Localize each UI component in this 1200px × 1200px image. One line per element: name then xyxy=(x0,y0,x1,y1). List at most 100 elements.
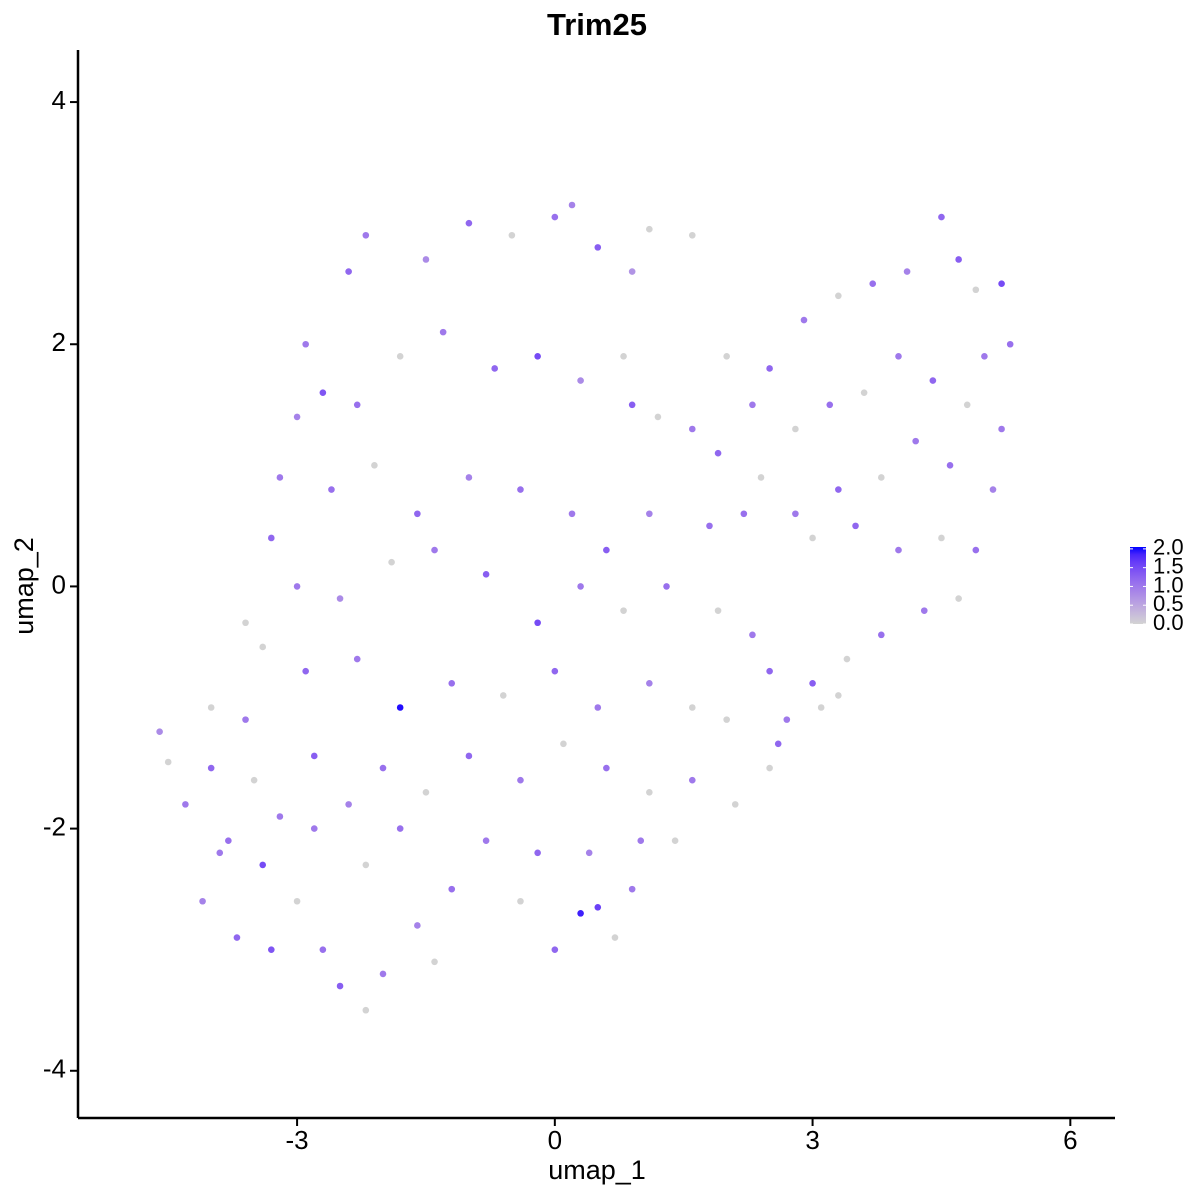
point xyxy=(946,462,954,469)
point xyxy=(499,692,507,699)
point xyxy=(989,486,997,493)
point xyxy=(336,982,344,990)
chart-title: Trim25 xyxy=(547,7,647,42)
point xyxy=(878,474,885,481)
point xyxy=(568,510,576,518)
point xyxy=(577,910,584,917)
point xyxy=(663,583,670,590)
point xyxy=(594,704,602,711)
point xyxy=(225,837,232,845)
point xyxy=(517,776,524,784)
point xyxy=(620,607,627,614)
point xyxy=(345,268,352,275)
point xyxy=(628,401,636,409)
point xyxy=(551,946,559,953)
point xyxy=(800,316,808,324)
point xyxy=(250,776,258,784)
point xyxy=(534,353,541,360)
point xyxy=(362,1006,370,1014)
point xyxy=(216,849,224,857)
point xyxy=(517,897,524,905)
point xyxy=(482,837,490,845)
point xyxy=(388,558,395,566)
point xyxy=(611,934,619,941)
point xyxy=(740,510,748,518)
point xyxy=(302,340,309,348)
point xyxy=(328,486,335,493)
point xyxy=(860,389,868,396)
point xyxy=(688,704,696,711)
point xyxy=(646,225,653,233)
y-tick-label: -2 xyxy=(43,811,66,841)
colorbar-label: 1.0 xyxy=(1153,572,1184,597)
point xyxy=(972,546,980,554)
point xyxy=(766,365,773,372)
point xyxy=(431,958,438,966)
point xyxy=(783,716,791,723)
y-tick-label: -4 xyxy=(43,1054,66,1084)
point xyxy=(465,474,473,481)
point xyxy=(723,716,730,723)
point xyxy=(1006,340,1014,348)
point xyxy=(422,256,430,263)
colorbar-label: 0.5 xyxy=(1153,591,1184,616)
colorbar xyxy=(1130,547,1146,624)
point xyxy=(646,679,653,687)
point xyxy=(577,377,584,384)
point xyxy=(268,946,275,953)
point xyxy=(448,679,456,687)
x-tick-label: 3 xyxy=(805,1125,819,1155)
y-tick-label: 2 xyxy=(52,327,66,357)
point xyxy=(688,425,696,433)
point xyxy=(835,486,842,493)
point xyxy=(319,946,327,953)
point xyxy=(414,510,421,518)
point xyxy=(276,474,284,481)
point xyxy=(310,825,318,832)
point xyxy=(809,679,816,687)
point xyxy=(912,437,919,445)
point xyxy=(396,704,404,711)
point xyxy=(749,631,756,639)
point xyxy=(792,510,799,518)
point xyxy=(920,607,928,614)
point xyxy=(826,401,834,409)
point xyxy=(293,897,301,905)
point xyxy=(465,219,473,227)
point xyxy=(517,486,524,493)
point xyxy=(379,764,387,772)
point xyxy=(268,534,275,542)
point xyxy=(998,280,1005,288)
point xyxy=(585,849,593,857)
point xyxy=(199,897,206,905)
point xyxy=(302,667,309,675)
point xyxy=(353,655,361,663)
point xyxy=(646,510,653,518)
point xyxy=(895,546,902,554)
point xyxy=(688,231,696,239)
point xyxy=(362,861,370,869)
point xyxy=(319,389,327,396)
point xyxy=(439,328,447,336)
point xyxy=(981,353,988,360)
point xyxy=(396,353,404,360)
point xyxy=(577,583,584,590)
point xyxy=(448,885,456,893)
point xyxy=(714,607,722,614)
point xyxy=(723,353,730,360)
point xyxy=(706,522,713,530)
point xyxy=(379,970,387,978)
point xyxy=(259,643,267,651)
point xyxy=(628,885,636,893)
point xyxy=(938,213,945,221)
point xyxy=(156,728,163,736)
point xyxy=(963,401,971,409)
point xyxy=(792,425,799,433)
point xyxy=(714,449,722,457)
point xyxy=(534,849,541,857)
point xyxy=(688,776,696,784)
point xyxy=(766,667,773,675)
point xyxy=(835,292,842,300)
point xyxy=(551,667,559,675)
